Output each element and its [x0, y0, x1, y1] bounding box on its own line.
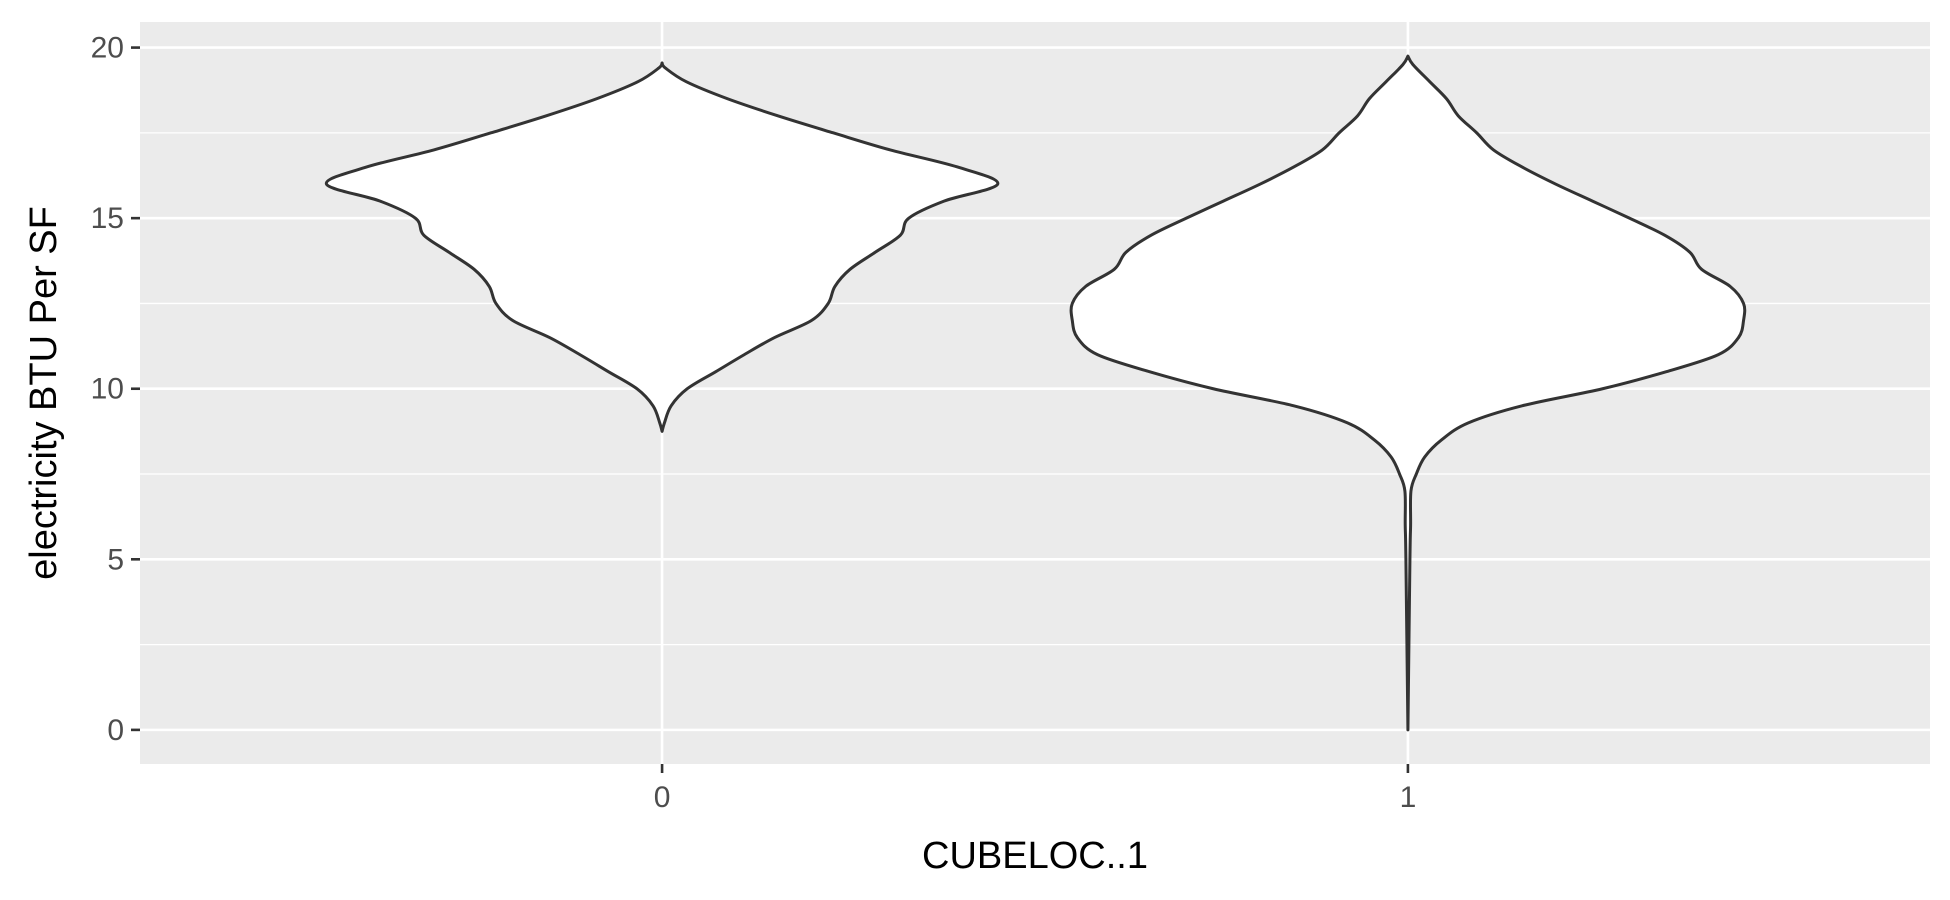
violins — [324, 54, 1747, 732]
y-tick-label: 10 — [91, 373, 124, 406]
y-axis-title: electricity BTU Per SF — [23, 206, 65, 580]
x-tick-label: 0 — [654, 781, 671, 814]
violin-0 — [324, 61, 1000, 433]
y-axis: 0 5 10 15 20 — [91, 32, 140, 747]
x-axis-title: CUBELOC..1 — [922, 835, 1148, 877]
plot-panel — [140, 22, 1930, 764]
y-tick-label: 0 — [107, 714, 124, 747]
x-tick-label: 1 — [1400, 781, 1417, 814]
y-tick-label: 20 — [91, 32, 124, 65]
y-tick-label: 15 — [91, 202, 124, 235]
violin-1 — [1069, 54, 1747, 732]
y-tick-label: 5 — [107, 543, 124, 576]
